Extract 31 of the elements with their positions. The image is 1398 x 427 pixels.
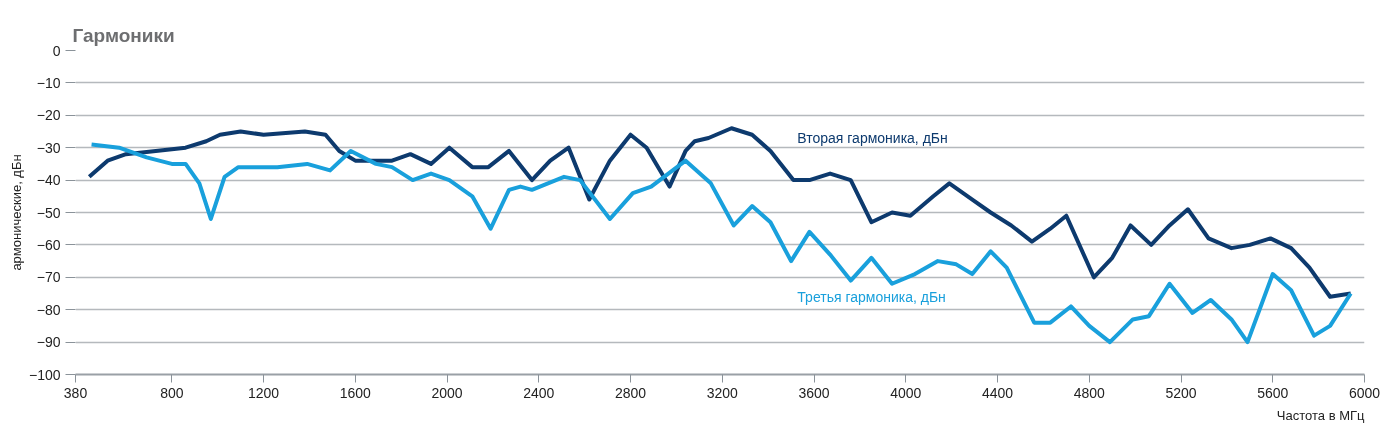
series-label: Вторая гармоника, дБн (797, 129, 948, 146)
x-tick-label: 4000 (890, 384, 922, 401)
x-tick-label: 5600 (1257, 384, 1289, 401)
x-tick-label: 2400 (523, 384, 555, 401)
x-tick-label: 1600 (339, 384, 372, 401)
x-tick-label: 3600 (798, 384, 830, 401)
x-tick-label: 3200 (706, 384, 739, 401)
y-tick-label: −60 (36, 236, 61, 253)
y-tick-label: −20 (36, 107, 61, 124)
y-tick-label: 0 (52, 42, 61, 59)
y-tick-label: −50 (36, 204, 61, 221)
x-tick-label: 4400 (981, 384, 1014, 401)
series-label: Третья гармоника, дБн (797, 288, 946, 305)
y-tick-label: −40 (36, 172, 61, 189)
x-tick-label: 2000 (431, 384, 463, 401)
x-tick-label: 5200 (1165, 384, 1197, 401)
y-axis-title: армонические, дБн (8, 154, 24, 271)
x-tick-label: 380 (63, 384, 88, 401)
x-tick-label: 800 (160, 384, 184, 401)
y-tick-label: −80 (36, 301, 61, 318)
y-tick-label: −30 (36, 139, 61, 156)
x-tick-label: 1200 (248, 384, 280, 401)
x-tick-label: 2800 (614, 384, 647, 401)
y-tick-label: −70 (36, 269, 61, 286)
y-tick-label: −90 (36, 334, 61, 351)
y-tick-label: −100 (28, 366, 61, 383)
x-tick-label: 4800 (1073, 384, 1106, 401)
y-tick-label: −10 (36, 74, 61, 91)
x-axis-title: Частота в МГц (1276, 407, 1366, 423)
x-tick-label: 6000 (1348, 384, 1381, 401)
chart-title: Гармоники (72, 24, 175, 46)
